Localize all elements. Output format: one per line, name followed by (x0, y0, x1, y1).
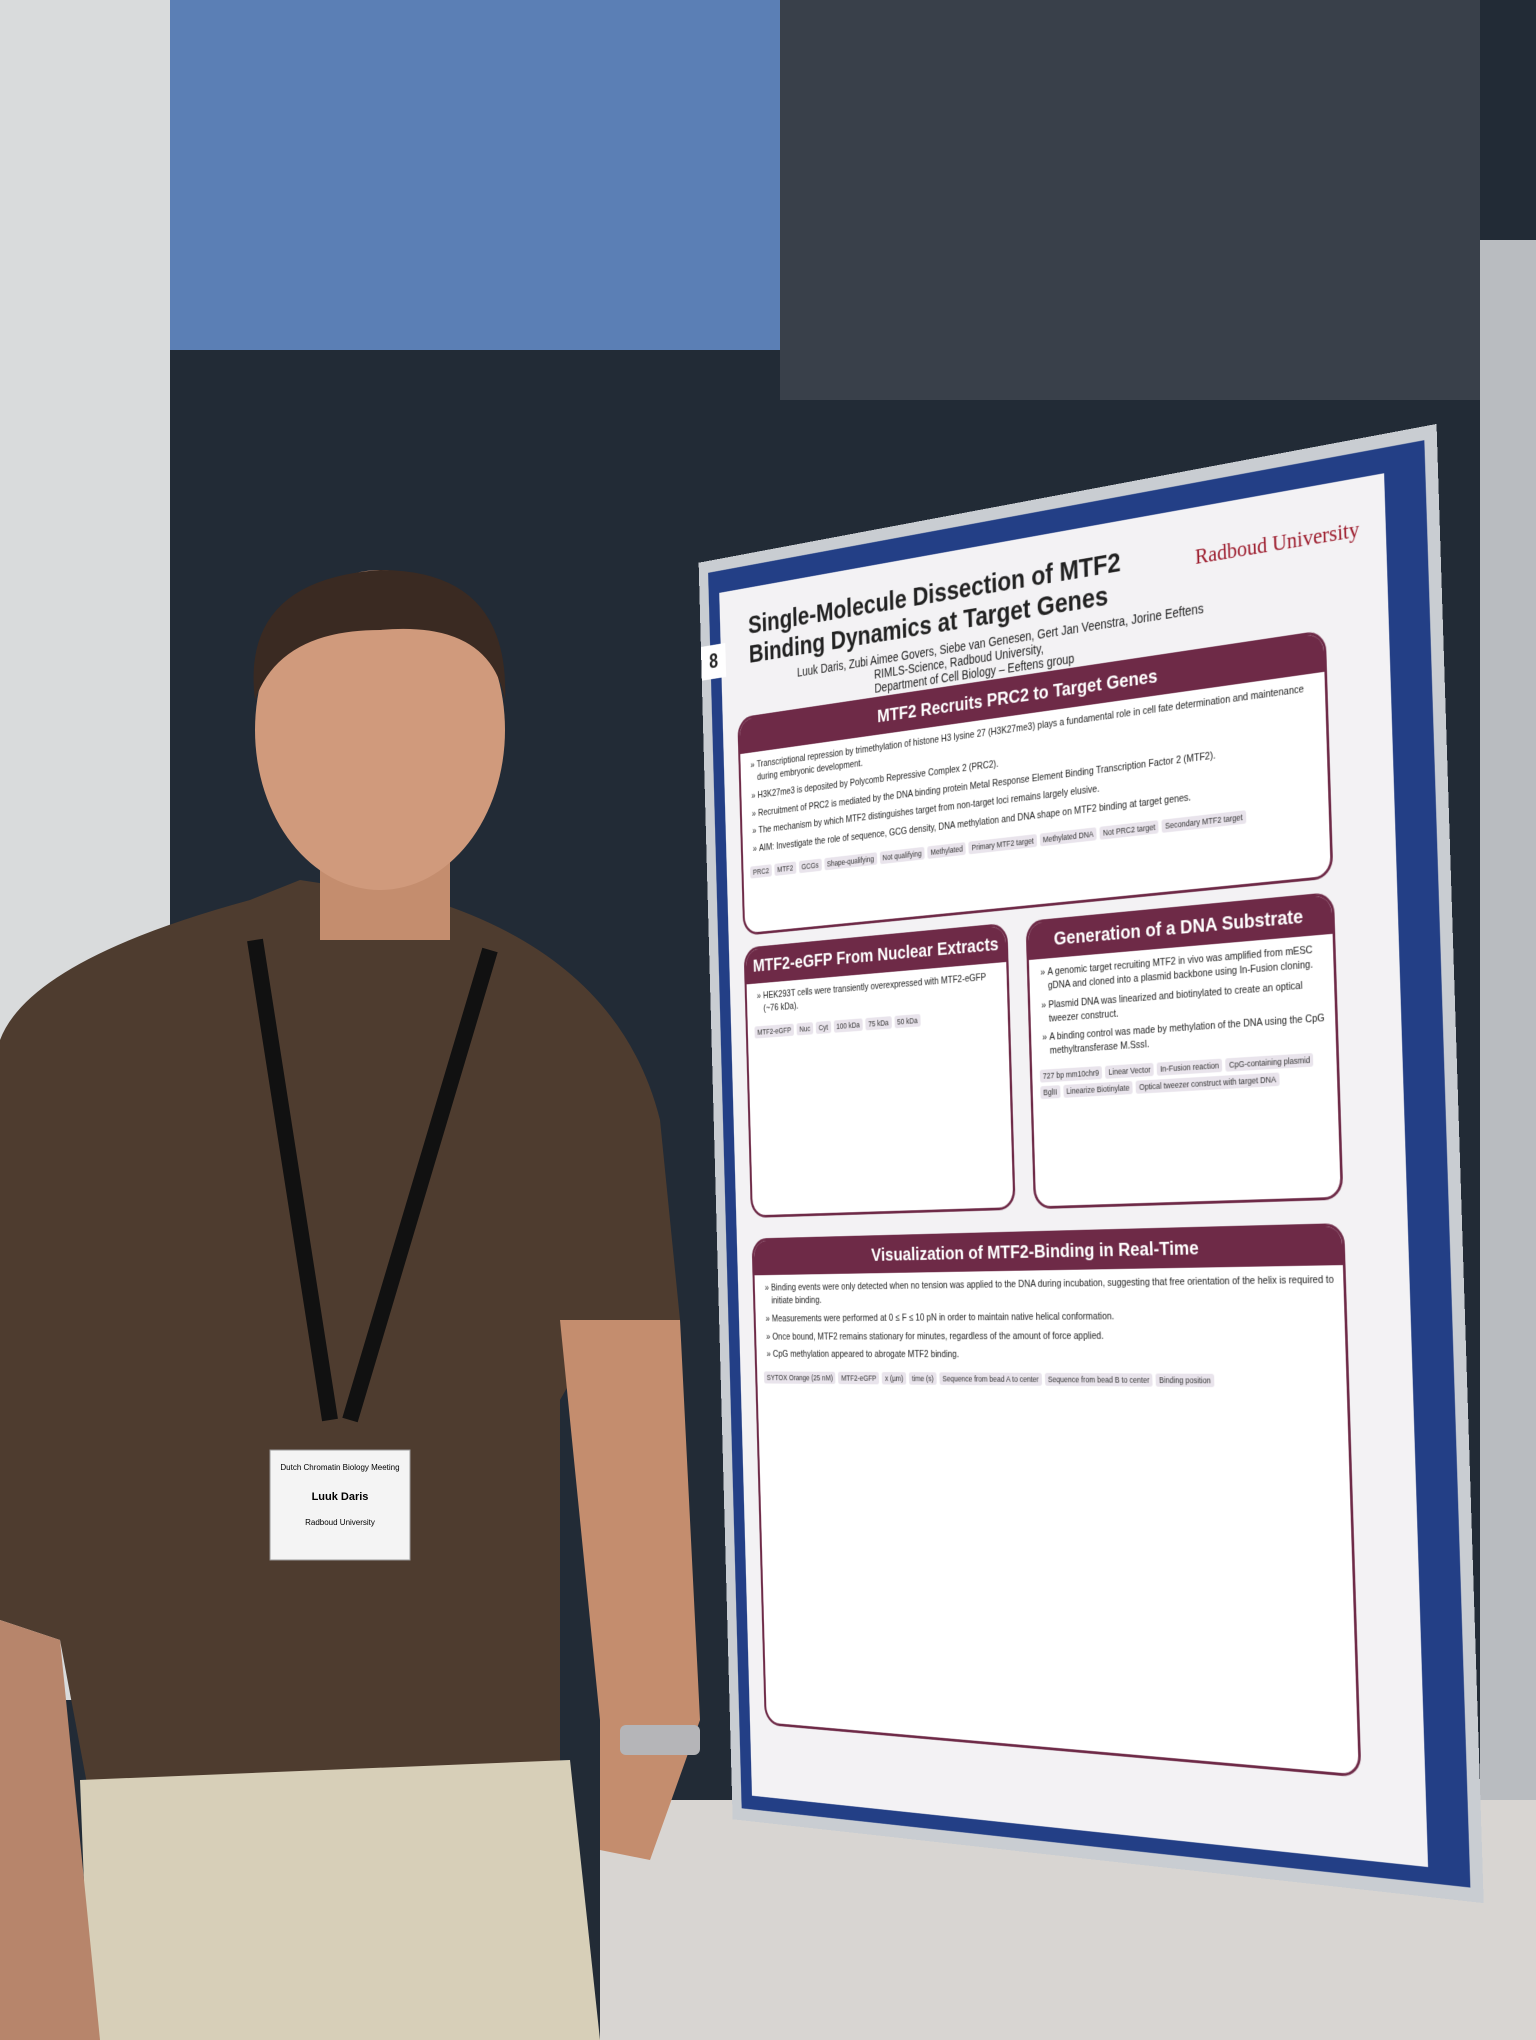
trousers (80, 1760, 600, 2040)
badge-name: Luuk Daris (312, 1491, 369, 1503)
arm-right (560, 1320, 700, 1860)
badge-organization: Radboud University (305, 1518, 375, 1527)
watch (620, 1725, 700, 1755)
badge-event: Dutch Chromatin Biology Meeting (280, 1463, 399, 1472)
